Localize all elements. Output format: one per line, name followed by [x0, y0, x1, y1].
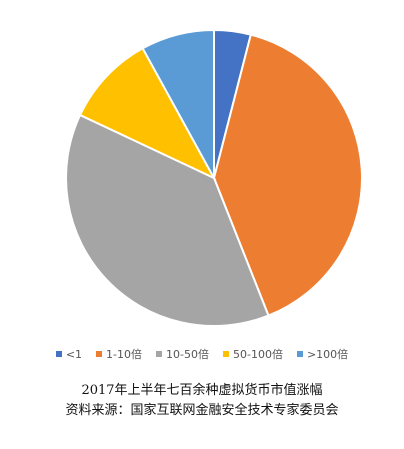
legend-item-lt1: <1	[55, 347, 83, 361]
legend-swatch	[156, 351, 163, 357]
legend-item-50-100: 50-100倍	[222, 346, 283, 362]
pie-slice-3	[78, 46, 217, 181]
chart-caption-title: 2017年上半年七百余种虚拟货币市值涨幅	[81, 383, 323, 398]
chart-legend: <1 1-10倍 10-50倍 50-100倍 >100倍	[0, 346, 404, 362]
legend-label: <1	[65, 347, 83, 361]
legend-swatch	[96, 351, 103, 357]
legend-item-10-50: 10-50倍	[156, 346, 209, 362]
legend-label: 1-10倍	[106, 348, 143, 361]
legend-item-gt100: >100倍	[296, 346, 349, 362]
pie-slice-2	[65, 113, 270, 327]
legend-swatch	[296, 351, 303, 357]
pie-slices	[65, 28, 363, 327]
legend-item-1-10: 1-10倍	[96, 346, 142, 362]
chart-caption-source: 资料来源：国家互联网金融安全技术专家委员会	[65, 403, 339, 418]
legend-label: >100倍	[306, 348, 349, 361]
legend-swatch	[222, 351, 229, 357]
pie-slice-1	[212, 33, 363, 317]
legend-label: 50-100倍	[232, 348, 283, 361]
legend-swatch	[55, 351, 62, 357]
pie-slice-4	[141, 28, 215, 179]
legend-label: 10-50倍	[166, 348, 209, 361]
